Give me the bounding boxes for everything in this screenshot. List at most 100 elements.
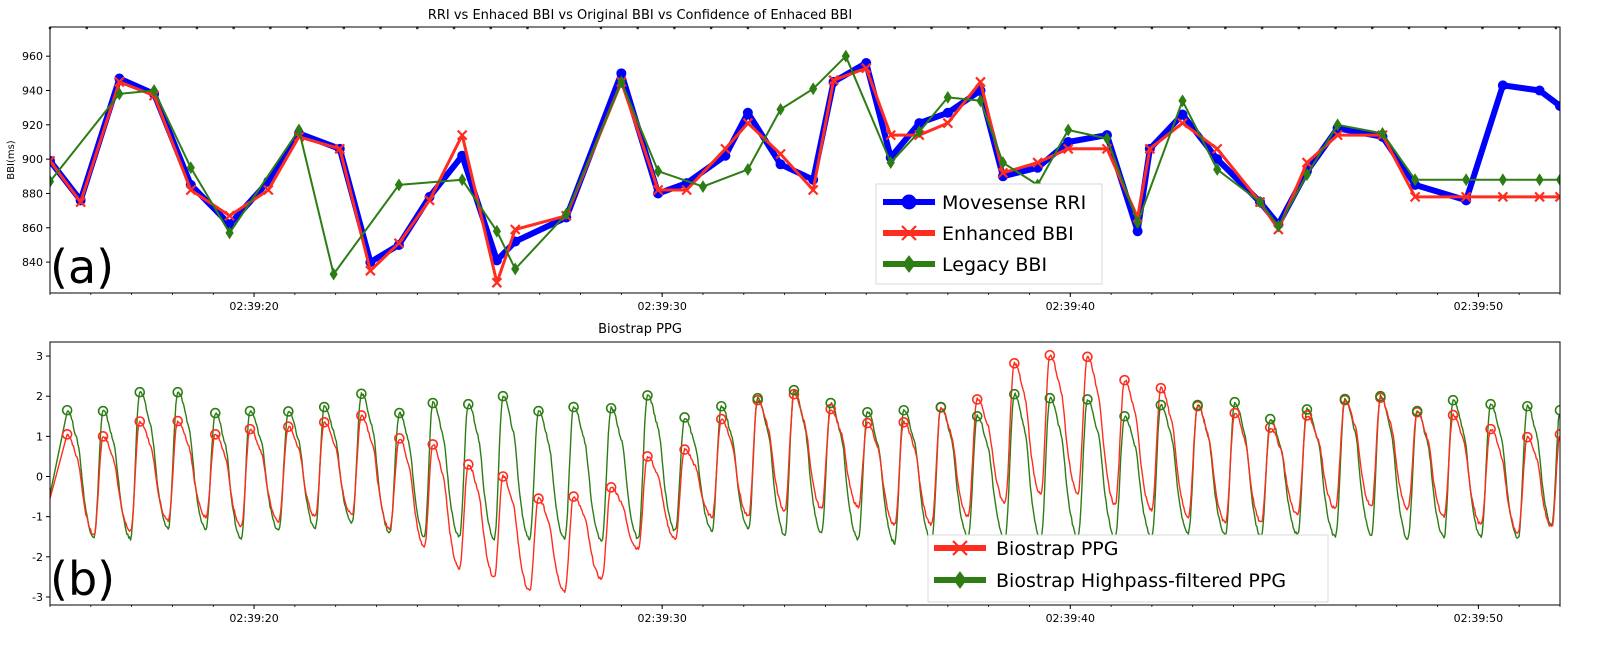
ppg-peak-marker	[356, 410, 367, 421]
highpass-ppg-peak-marker	[1339, 393, 1351, 405]
enhanced-bbi-point	[1332, 129, 1343, 141]
rri-point	[742, 107, 753, 118]
legacy-bbi-point	[1133, 216, 1142, 230]
ppg-peak-marker	[1082, 351, 1093, 363]
legacy-bbi-point	[998, 156, 1008, 170]
enhanced-bbi-point	[424, 195, 435, 206]
ppg-peak-marker	[533, 493, 544, 504]
legacy-bbi-point	[115, 87, 124, 101]
chart-b-title: Biostrap PPG	[598, 322, 682, 337]
highpass-ppg-peak-marker	[716, 400, 727, 412]
highpass-ppg-peak-marker	[642, 390, 653, 401]
legacy-bbi-point	[186, 161, 195, 175]
highpass-ppg-peak-marker	[825, 397, 837, 409]
legacy-bbi-point	[1535, 173, 1544, 187]
enhanced-bbi-point	[681, 184, 692, 196]
enhanced-bbi-point	[1534, 191, 1545, 203]
legacy-bbi-point	[698, 180, 708, 194]
highpass-ppg-peak-marker	[61, 404, 73, 416]
enhanced-bbi-point	[365, 265, 376, 276]
enhanced-bbi-point	[975, 76, 986, 88]
ppg-peak-marker	[1155, 382, 1167, 394]
highpass-ppg-peak-marker	[533, 405, 544, 417]
legend-label: Biostrap PPG	[996, 538, 1118, 560]
ppg-peak-marker	[862, 417, 873, 429]
panel-a-label: (a)	[50, 240, 114, 294]
highpass-ppg-peak-marker	[209, 407, 221, 419]
legacy-bbi-point	[394, 178, 404, 192]
legacy-bbi-point	[976, 94, 985, 108]
rri-point	[1497, 80, 1508, 91]
legend-marker	[902, 255, 916, 273]
enhanced-bbi-point	[807, 184, 819, 196]
ppg-peak-marker	[1447, 409, 1459, 421]
ppg-peak-marker	[97, 431, 109, 442]
highpass-ppg-peak-marker	[1082, 394, 1093, 405]
highpass-ppg-peak-marker	[1119, 410, 1130, 422]
legend-marker	[901, 194, 917, 210]
y-tick-label: 900	[22, 153, 43, 166]
highpass-ppg-peak-marker	[318, 401, 330, 413]
legacy-bbi-point	[511, 262, 520, 276]
enhanced-bbi-point	[509, 224, 521, 235]
ppg-peak-marker	[971, 394, 983, 405]
highpass-ppg-peak-marker	[679, 412, 690, 423]
ppg-peak-marker	[61, 429, 73, 440]
x-tick-label: 02:39:20	[229, 300, 278, 313]
legacy-bbi-point	[1213, 163, 1222, 176]
highpass-ppg-peak-marker	[1411, 405, 1423, 417]
enhanced-bbi-point	[491, 277, 503, 288]
ppg-peak-marker	[1485, 423, 1496, 435]
enhanced-bbi-point	[885, 129, 896, 141]
ppg-peak-marker	[1009, 357, 1020, 369]
legacy-bbi-point	[617, 75, 626, 89]
rri-point	[942, 107, 953, 118]
ppg-peak-marker	[497, 471, 509, 482]
panel-b-chart: Biostrap PPG -3 -2 -1 0 1 2 3 02:39:20 02:39:30…	[32, 322, 1561, 625]
highpass-ppg-peak-marker	[1192, 399, 1203, 411]
legacy-bbi-point	[943, 90, 952, 104]
chart-a-title: RRI vs Enhaced BBI vs Original BBI vs Co…	[428, 8, 852, 23]
highpass-ppg-peak-marker	[1375, 390, 1386, 402]
legacy-bbi-point	[1498, 173, 1507, 187]
legacy-bbi-point	[1302, 168, 1312, 182]
enhanced-bbi-point	[742, 117, 754, 129]
legacy-bbi-line	[50, 55, 1560, 276]
chart-b-plot-frame	[49, 341, 1561, 606]
highpass-ppg-peak-marker	[788, 384, 800, 396]
chart-a-legend: Movesense RRI Enhanced BBI Legacy BBI	[875, 183, 1103, 285]
highpass-ppg-peak-marker	[283, 406, 294, 417]
legacy-bbi-point	[915, 125, 924, 139]
enhanced-bbi-point	[50, 155, 56, 167]
enhanced-bbi-point	[720, 143, 731, 155]
highpass-ppg-peak-marker	[935, 401, 947, 413]
legacy-bbi-point	[329, 267, 338, 281]
highpass-ppg-peak-marker	[97, 405, 109, 417]
highpass-ppg-peak-marker	[752, 392, 763, 404]
rri-point	[1534, 85, 1545, 96]
legacy-bbi-point	[653, 164, 663, 178]
x-tick-label: 02:39:50	[1454, 612, 1503, 625]
x-tick-label: 02:39:30	[637, 300, 686, 313]
ppg-peak-marker	[1229, 407, 1241, 419]
legend-label: Enhanced BBI	[942, 223, 1074, 245]
highpass-ppg-peak-marker	[427, 397, 439, 409]
highpass-ppg-peak-marker	[1155, 399, 1167, 411]
x-tick-label: 02:39:30	[637, 612, 686, 625]
enhanced-bbi-point	[1409, 191, 1421, 203]
highpass-ppg-peak-marker	[898, 404, 910, 416]
legacy-bbi-point	[776, 102, 785, 116]
y-tick-label: 0	[36, 471, 43, 484]
ppg-peak-marker	[679, 444, 690, 455]
highpass-ppg-peak-marker	[862, 406, 873, 418]
chart-b-legend: Biostrap PPG Biostrap Highpass-filtered P…	[927, 534, 1329, 603]
ppg-peak-marker	[427, 439, 439, 450]
y-tick-label: 2	[36, 390, 43, 403]
enhanced-bbi-point	[1301, 157, 1313, 168]
ppg-peak-marker	[1522, 431, 1533, 443]
enhanced-bbi-point	[1032, 157, 1043, 168]
x-tick-label: 02:39:40	[1046, 612, 1095, 625]
enhanced-bbi-point	[1554, 191, 1560, 203]
y-tick-label: 960	[22, 50, 43, 63]
